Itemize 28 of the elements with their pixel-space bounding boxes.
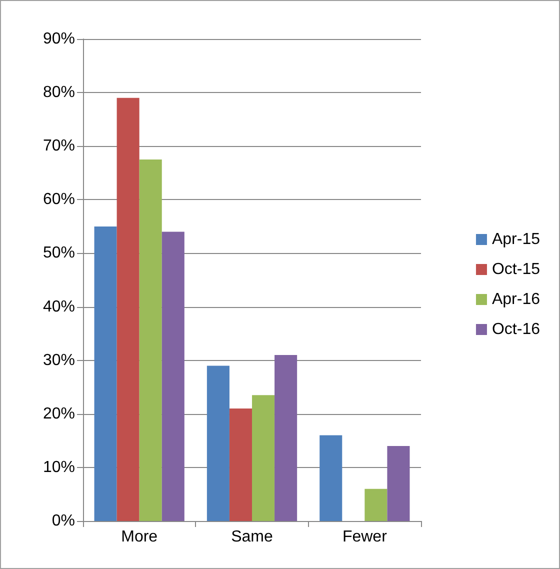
bar (364, 488, 388, 521)
y-tick-label: 40% (42, 298, 75, 316)
x-tick-label: More (121, 528, 158, 546)
legend-label: Apr-15 (492, 231, 540, 248)
bar (252, 395, 275, 521)
bar (139, 160, 162, 521)
y-tick-label: 70% (42, 138, 75, 155)
y-tick-label: 30% (42, 352, 75, 369)
y-tick-label: 90% (42, 30, 75, 48)
bar (116, 98, 140, 521)
y-tick-label: 10% (42, 458, 75, 476)
y-tick-label: 50% (42, 244, 75, 262)
x-tick-label: Same (231, 528, 273, 546)
y-tick-label: 20% (42, 405, 75, 422)
bar (94, 226, 117, 521)
bar (320, 435, 342, 521)
bar (206, 366, 230, 521)
y-tick-label: 80% (42, 84, 75, 102)
y-tick-label: 0% (52, 512, 75, 530)
bar (387, 446, 410, 521)
legend-label: Apr-16 (492, 291, 540, 308)
bar (162, 232, 184, 521)
legend-label: Oct-15 (492, 261, 540, 278)
bar (229, 408, 252, 521)
x-tick-label: Fewer (342, 528, 388, 546)
legend-label: Oct-16 (492, 321, 540, 338)
bar (274, 354, 298, 521)
y-tick-label: 60% (42, 191, 75, 208)
